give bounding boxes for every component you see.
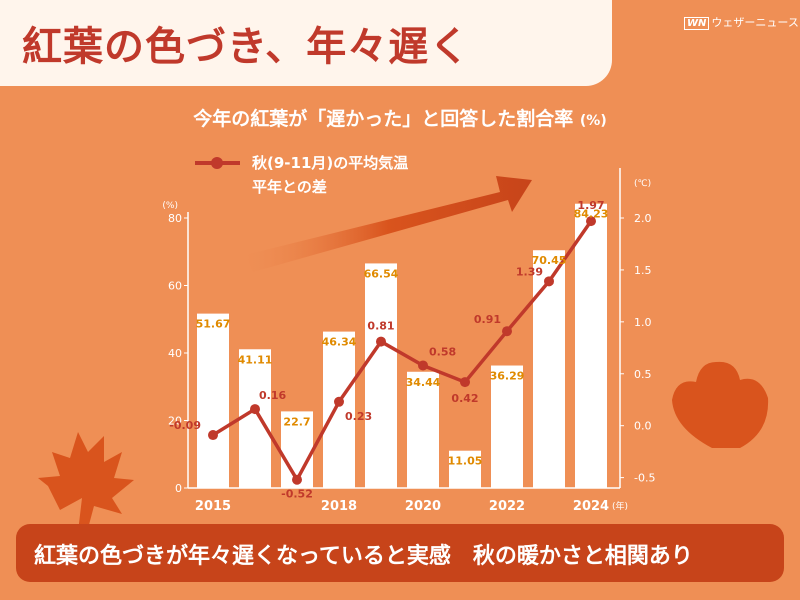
x-tick-label: 2022	[489, 499, 525, 514]
line-label: -0.52	[281, 488, 313, 501]
x-tick-label: 2024	[573, 499, 609, 514]
y-right-tick-label: -0.5	[634, 472, 655, 485]
bar	[239, 349, 271, 488]
bar-label: 66.54	[364, 267, 399, 280]
y-left-tick-label: 0	[175, 482, 182, 495]
brand-name: ウェザーニュース	[711, 16, 799, 29]
chart-title-unit: (%)	[579, 113, 607, 129]
line-label: 0.23	[345, 410, 372, 423]
footer-text: 紅葉の色づきが年々遅くなっていると実感 秋の暖かさと相関あり	[34, 544, 693, 569]
bar	[533, 250, 565, 488]
bar-label: 84.23	[574, 208, 609, 221]
line-label: 0.81	[367, 320, 394, 333]
line-label: 0.16	[259, 389, 286, 402]
x-axis-unit: (年)	[612, 500, 628, 512]
line-point	[586, 216, 596, 227]
y-right-tick-label: 0.5	[634, 368, 652, 381]
bar-label: 46.34	[322, 336, 357, 349]
bar	[407, 371, 439, 488]
bars	[197, 203, 607, 488]
x-tick-label: 2020	[405, 499, 441, 514]
legend-line1: 秋(9-11月)の平均気温	[252, 154, 408, 172]
maple-leaf-icon	[38, 432, 134, 536]
x-tick-label: 2018	[321, 499, 357, 514]
bar	[575, 203, 607, 488]
bar	[323, 331, 355, 488]
line-point	[544, 276, 554, 287]
footer-banner: 紅葉の色づきが年々遅くなっていると実感 秋の暖かさと相関あり	[16, 524, 784, 582]
page-title: 紅葉の色づき、年々遅く	[22, 24, 471, 70]
brand-mark: WN	[684, 17, 710, 30]
ginkgo-leaf-icon	[672, 361, 769, 448]
chart-title: 今年の紅葉が「遅かった」と回答した割合率 (%)	[0, 104, 800, 131]
bar-label: 11.05	[448, 455, 483, 468]
y-right-tick-label: 2.0	[634, 212, 652, 225]
legend: 秋(9-11月)の平均気温 平年との差	[195, 154, 408, 196]
trend-arrow	[245, 176, 532, 272]
header-banner: 紅葉の色づき、年々遅く	[0, 0, 612, 86]
line-label: 1.39	[516, 265, 543, 278]
bar-label: 70.45	[532, 254, 567, 267]
line-point	[334, 396, 344, 407]
line-path	[212, 220, 593, 482]
line-label: 0.58	[429, 345, 456, 358]
line-label: 0.91	[474, 313, 501, 326]
bar	[491, 365, 523, 488]
y-left-tick-label: 20	[168, 415, 182, 428]
line-label: -0.09	[169, 419, 201, 432]
line-series	[208, 216, 596, 485]
chart-title-text: 今年の紅葉が「遅かった」と回答した割合率	[193, 108, 574, 130]
line-point	[292, 474, 302, 485]
bar	[365, 263, 397, 488]
axes: (%) 0 20 40 60 80 (℃) -0.5 0.0 0.5 1.0 1.5 2.0 2015 20…	[162, 168, 655, 514]
y-right-tick-label: 1.0	[634, 316, 652, 329]
line-label: 1.97	[577, 199, 604, 212]
line-point	[250, 404, 260, 415]
bar-label: 41.11	[238, 353, 273, 366]
bar	[449, 450, 481, 488]
y-left-tick-label: 80	[168, 212, 182, 225]
y-right-tick-label: 0.0	[634, 420, 652, 433]
y-right-tick-label: 1.5	[634, 264, 652, 277]
data-labels: 51.67 41.11 22.7 46.34 66.54 34.44 11.05 36.29 7…	[169, 199, 608, 501]
bar-label: 51.67	[196, 318, 231, 331]
bar-label: 36.29	[490, 370, 525, 383]
y-left-unit: (%)	[162, 201, 178, 211]
line-point	[418, 360, 428, 371]
legend-line2: 平年との差	[252, 178, 327, 196]
legend-marker	[211, 157, 223, 169]
line-point	[376, 336, 386, 347]
bar	[197, 313, 229, 488]
line-point	[502, 326, 512, 337]
brand-logo: WN ウェザーニュース	[684, 14, 799, 30]
bar-label: 34.44	[406, 376, 441, 389]
y-left-tick-label: 40	[168, 347, 182, 360]
y-right-unit: (℃)	[634, 179, 651, 189]
line-label: 0.42	[451, 392, 478, 405]
x-tick-label: 2015	[195, 499, 231, 514]
line-point	[208, 430, 218, 441]
bar-label: 22.7	[283, 415, 310, 428]
y-left-tick-label: 60	[168, 280, 182, 293]
line-point	[460, 377, 470, 388]
